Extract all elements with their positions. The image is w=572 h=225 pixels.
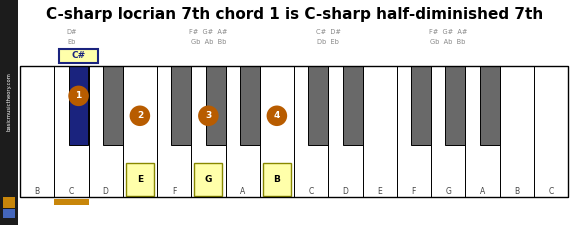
Bar [431,66,465,197]
Circle shape [130,106,150,126]
Text: 3: 3 [205,111,212,120]
Text: C: C [308,187,314,196]
Text: F: F [172,187,176,196]
Bar [0,0,18,225]
Bar [263,163,291,196]
Text: G: G [445,187,451,196]
Bar [20,66,54,197]
Bar [54,66,89,197]
Text: 1: 1 [76,91,82,100]
Text: A: A [240,187,245,196]
Bar [260,66,294,197]
Text: F#  G#  A#: F# G# A# [189,29,228,35]
Bar [343,66,363,145]
Text: A: A [480,187,485,196]
Bar [240,66,260,145]
Text: D#: D# [66,29,77,35]
Text: basicmusictheory.com: basicmusictheory.com [6,72,11,131]
Circle shape [68,86,89,106]
Text: D: D [343,187,348,196]
Circle shape [198,106,219,126]
Text: B: B [273,175,280,184]
Text: C: C [548,187,554,196]
Bar [534,66,568,197]
Text: F#  G#  A#: F# G# A# [429,29,467,35]
Text: C#: C# [72,52,86,61]
Bar [225,66,260,197]
Bar [499,66,534,197]
Bar [206,66,225,145]
Bar [103,66,123,145]
Bar [194,163,223,196]
Bar [89,66,123,197]
Bar [308,66,328,145]
Text: C#  D#: C# D# [316,29,341,35]
Text: C-sharp locrian 7th chord 1 is C-sharp half-diminished 7th: C-sharp locrian 7th chord 1 is C-sharp h… [46,7,543,22]
Bar [20,66,568,197]
Text: E: E [378,187,382,196]
Text: Gb  Ab  Bb: Gb Ab Bb [190,39,226,45]
Bar [465,66,499,197]
Bar [59,49,98,63]
Text: 4: 4 [273,111,280,120]
Bar [172,66,191,145]
Bar [397,66,431,197]
Text: D: D [103,187,109,196]
Bar [3,197,15,208]
Text: C: C [69,187,74,196]
Bar [191,66,225,197]
Text: B: B [514,187,519,196]
Bar [3,209,15,218]
Text: Db  Eb: Db Eb [317,39,339,45]
Bar [54,199,89,205]
Text: G: G [205,175,212,184]
Bar [294,66,328,197]
Bar [69,66,89,145]
Text: B: B [34,187,39,196]
Bar [157,66,191,197]
Text: Gb  Ab  Bb: Gb Ab Bb [431,39,466,45]
Circle shape [267,106,287,126]
Bar [446,66,465,145]
Text: 2: 2 [137,111,143,120]
Bar [123,66,157,197]
Text: F: F [412,187,416,196]
Text: Eb: Eb [67,39,76,45]
Bar [328,66,363,197]
Bar [363,66,397,197]
Bar [480,66,499,145]
Bar [411,66,431,145]
Bar [126,163,154,196]
Text: E: E [137,175,143,184]
